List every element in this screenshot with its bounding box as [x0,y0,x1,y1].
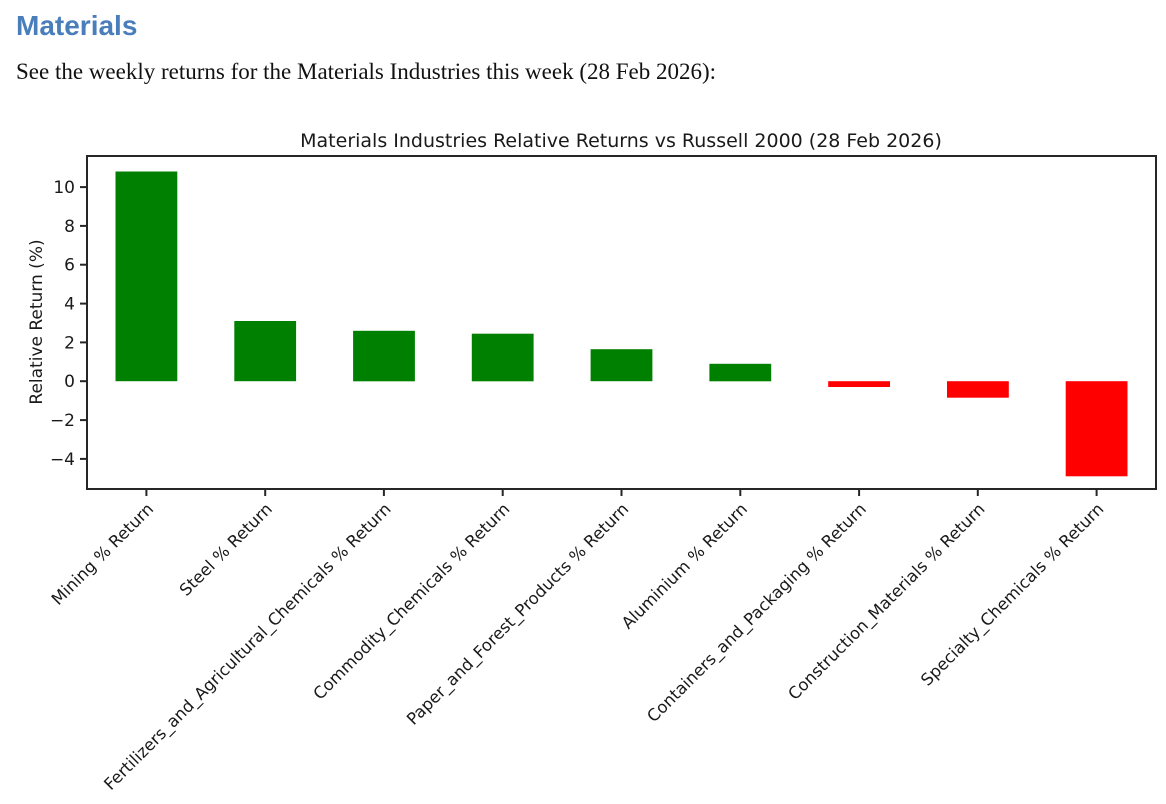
chart-title: Materials Industries Relative Returns vs… [300,130,942,152]
intro-text: See the weekly returns for the Materials… [16,59,717,84]
bar-2 [353,330,415,382]
plot-area: 10 8 6 4 2 0 −2 −4 Mining % Return Steel % Return… [48,155,1157,795]
y-axis-label: Relative Return (%) [27,239,47,404]
bar-5 [709,363,772,382]
y-tick-label: −4 [50,450,75,470]
y-tick-label: 0 [64,372,75,392]
x-category-label-3: Commodity_Chemicals % Return [310,499,515,704]
bar-3 [471,333,534,382]
y-tick-label: −2 [50,411,75,431]
bar-8 [1065,381,1128,477]
page-title: Materials [16,10,138,41]
x-category-label-4: Paper_and_Forest_Products % Return [403,499,633,729]
x-category-label-7: Construction_Materials % Return [784,499,989,704]
y-tick-label: 2 [64,333,75,353]
x-category-label-5: Aluminium % Return [618,499,751,632]
bar-1 [234,321,297,382]
x-category-label-1: Steel % Return [176,499,276,599]
bar-0 [115,171,178,382]
y-tick-label: 10 [53,178,75,198]
bar-6 [828,381,890,387]
y-tick-label: 8 [64,217,75,237]
y-tick-label: 6 [64,256,75,276]
bar-7 [947,381,1009,398]
bar-4 [590,349,653,382]
y-tick-label: 4 [64,295,75,315]
x-category-label-6: Containers_and_Packaging % Return [643,499,870,726]
x-category-label-0: Mining % Return [48,499,157,608]
